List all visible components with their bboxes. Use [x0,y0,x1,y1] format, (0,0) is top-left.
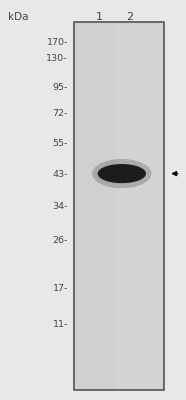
Text: 17-: 17- [52,284,68,293]
Text: 55-: 55- [52,139,68,148]
Ellipse shape [92,159,152,188]
Text: 1: 1 [96,12,103,22]
Text: 130-: 130- [46,54,68,63]
Text: 72-: 72- [52,109,68,118]
Bar [76,24,116,388]
Text: 95-: 95- [52,83,68,92]
Bar [74,22,164,390]
Bar [76,24,162,388]
Text: 26-: 26- [52,236,68,245]
Ellipse shape [98,164,146,183]
Text: 170-: 170- [46,38,68,47]
Text: 11-: 11- [52,320,68,329]
Text: 2: 2 [126,12,133,22]
Text: kDa: kDa [8,12,29,22]
Text: 43-: 43- [52,170,68,178]
Text: 34-: 34- [52,202,68,211]
